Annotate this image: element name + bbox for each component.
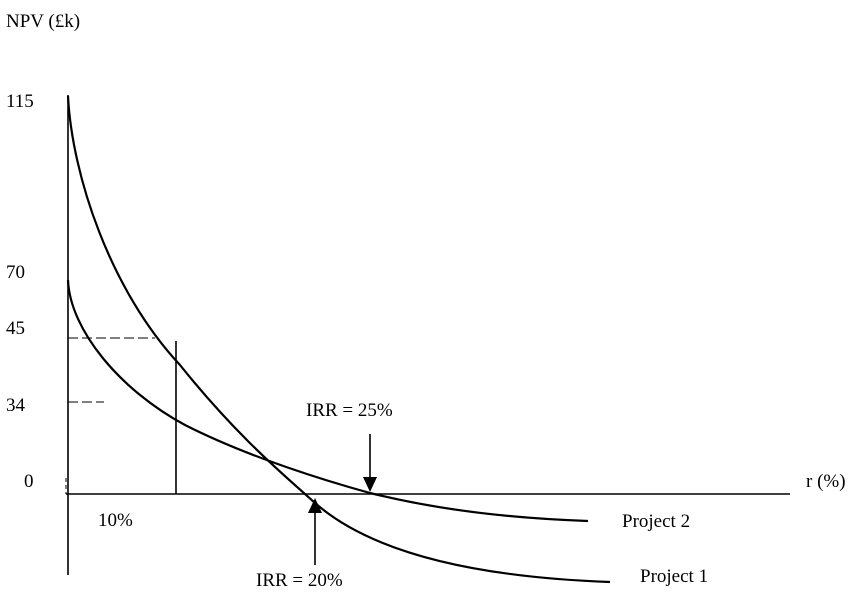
y-axis-label: NPV (£k) (6, 11, 80, 32)
x-axis-label: r (%) (806, 471, 846, 492)
series-line-project-2 (66, 279, 589, 523)
arrow-irr-25-head (363, 477, 377, 492)
series-label-project-1: Project 1 (640, 566, 708, 587)
y-tick-115: 115 (6, 91, 34, 112)
y-tick-0: 0 (24, 471, 34, 492)
x-tick-10: 10% (98, 510, 133, 531)
annotation-irr-20: IRR = 20% (256, 570, 343, 591)
y-tick-70: 70 (6, 262, 25, 283)
arrow-irr-20-head (308, 498, 322, 513)
series-line-project-1 (66, 95, 611, 584)
series-label-project-2: Project 2 (622, 511, 690, 532)
y-tick-34: 34 (6, 395, 26, 416)
annotation-irr-25: IRR = 25% (306, 400, 393, 421)
y-tick-45: 45 (6, 318, 25, 339)
